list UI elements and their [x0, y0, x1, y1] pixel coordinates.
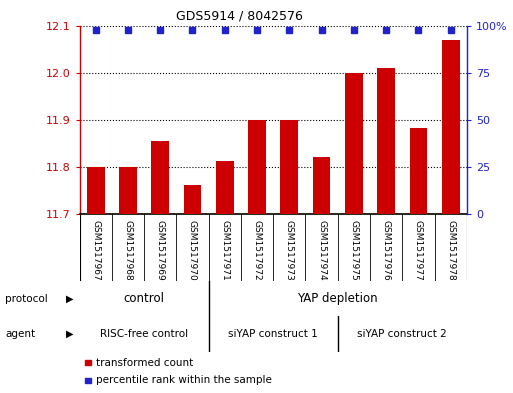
Text: siYAP construct 1: siYAP construct 1 [228, 329, 318, 339]
Text: ▶: ▶ [66, 294, 73, 304]
Text: percentile rank within the sample: percentile rank within the sample [96, 375, 272, 385]
Text: GSM1517974: GSM1517974 [317, 220, 326, 280]
Text: GSM1517972: GSM1517972 [252, 220, 262, 280]
Bar [313, 157, 330, 214]
Text: GSM1517971: GSM1517971 [220, 220, 229, 280]
Text: GSM1517973: GSM1517973 [285, 220, 294, 280]
Text: GSM1517976: GSM1517976 [382, 220, 390, 280]
Text: GSM1517977: GSM1517977 [414, 220, 423, 280]
Text: GSM1517970: GSM1517970 [188, 220, 197, 280]
Bar [442, 40, 460, 214]
Bar [119, 167, 137, 214]
Text: siYAP construct 2: siYAP construct 2 [358, 329, 447, 339]
Bar [281, 120, 298, 214]
Text: control: control [124, 292, 165, 305]
Text: GSM1517978: GSM1517978 [446, 220, 455, 280]
Bar [151, 141, 169, 214]
Text: GSM1517968: GSM1517968 [124, 220, 132, 280]
Text: GSM1517975: GSM1517975 [349, 220, 359, 280]
Bar [248, 120, 266, 214]
Bar [216, 162, 233, 214]
Text: GDS5914 / 8042576: GDS5914 / 8042576 [176, 10, 303, 23]
Text: ▶: ▶ [66, 329, 73, 339]
Bar [184, 185, 202, 214]
Bar [409, 129, 427, 214]
Text: transformed count: transformed count [96, 358, 193, 367]
Text: agent: agent [5, 329, 35, 339]
Text: YAP depletion: YAP depletion [298, 292, 378, 305]
Text: RISC-free control: RISC-free control [100, 329, 188, 339]
Bar [87, 167, 105, 214]
Text: GSM1517967: GSM1517967 [91, 220, 100, 280]
Text: GSM1517969: GSM1517969 [156, 220, 165, 280]
Text: protocol: protocol [5, 294, 48, 304]
Bar [345, 73, 363, 214]
Bar [377, 68, 395, 214]
